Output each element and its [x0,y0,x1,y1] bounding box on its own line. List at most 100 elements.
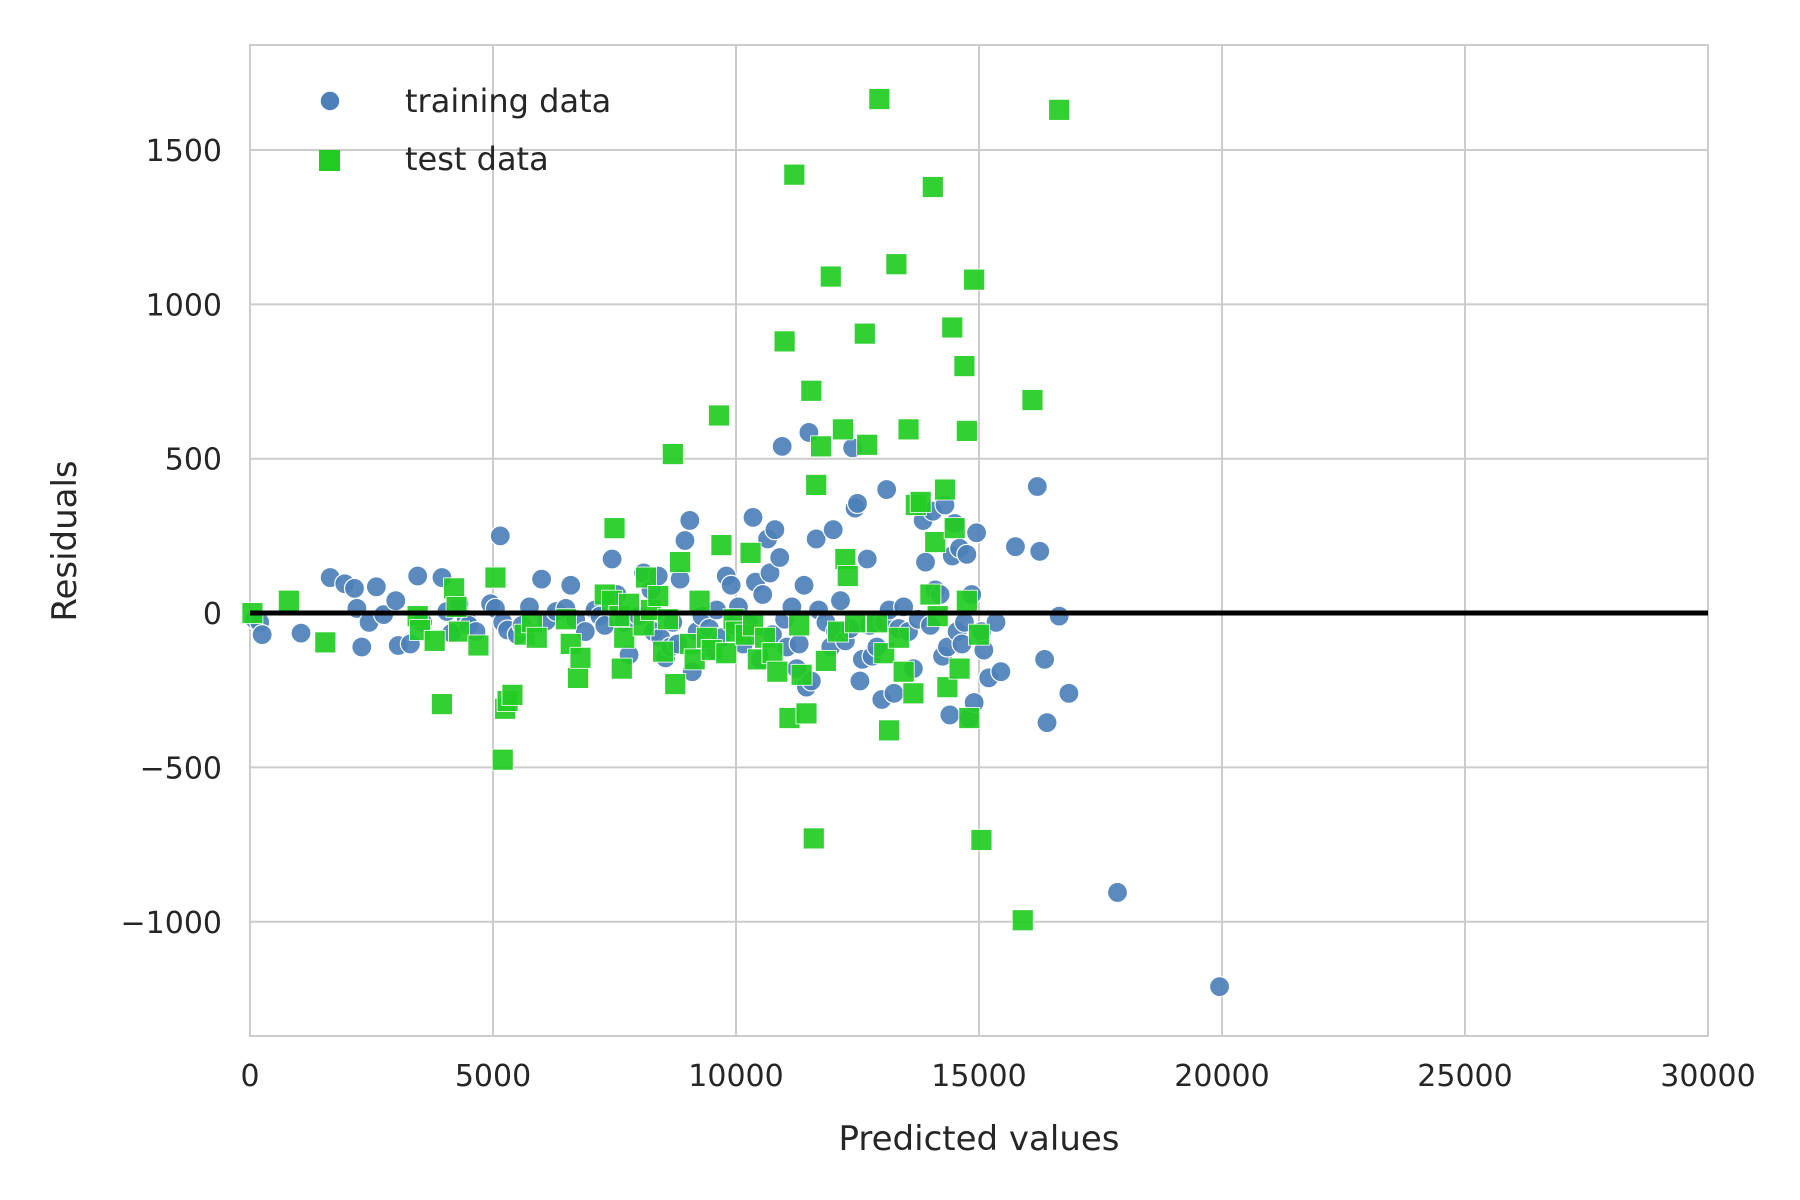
test-point [567,666,589,689]
y-tick-label: −500 [140,751,222,786]
x-tick-label: 30000 [1660,1059,1755,1094]
test-point [739,541,762,564]
training-point [601,548,623,570]
test-point [652,640,674,663]
legend-training-label: training data [405,82,611,120]
test-point [1021,389,1044,411]
training-data-points [244,421,1231,998]
training-point [965,522,988,544]
plot-border [249,44,1709,1037]
test-point [783,163,806,186]
plot-frame [249,44,1709,1037]
test-point [943,517,966,540]
training-point [990,661,1012,683]
test-point [963,268,986,291]
x-tick-label: 10000 [688,1059,783,1094]
test-point [970,829,993,851]
x-tick-labels: 0 5000 10000 15000 20000 25000 30000 [240,1059,1755,1094]
training-point [1004,536,1027,558]
test-point [832,418,854,441]
test-point [443,577,466,600]
test-point [715,642,738,665]
test-point [958,707,981,729]
training-point [385,590,407,612]
legend-item-test: test data [319,140,549,178]
test-point [669,551,692,574]
test-point [941,316,964,339]
y-tick-label: 1000 [146,288,222,323]
test-point [921,176,944,198]
legend-test-marker [319,150,340,171]
training-point [939,704,961,726]
test-point [467,634,490,657]
training-point [351,636,373,658]
test-point [569,646,592,669]
test-point [885,253,908,276]
test-point [610,657,633,680]
test-point [887,626,910,649]
training-point [771,435,793,457]
test-point [795,702,818,725]
test-point [431,693,453,716]
training-point [1034,648,1056,670]
training-point [1036,712,1058,734]
training-point [530,568,553,590]
training-point [883,682,905,704]
y-tick-label: 0 [203,597,222,632]
training-point [1048,605,1070,627]
training-point [251,624,273,646]
training-point [752,583,774,606]
training-point [290,622,312,644]
training-point [720,574,742,596]
x-tick-label: 25000 [1417,1059,1512,1094]
test-point [897,418,920,441]
training-point [1208,976,1231,998]
test-point [955,589,978,612]
training-point [822,519,844,541]
x-tick-label: 5000 [455,1059,531,1094]
training-point [679,509,701,532]
training-point [1026,475,1048,498]
test-point [790,663,813,686]
test-point [892,660,915,683]
test-point [802,827,825,850]
test-point [688,589,711,612]
test-point [934,478,956,501]
test-point [968,623,990,646]
y-tick-label: 1500 [146,134,222,169]
test-point [766,660,789,683]
legend: training data test data [319,82,611,178]
test-point [1048,98,1071,121]
test-point [902,682,925,705]
test-point [277,589,300,612]
training-point [674,529,696,552]
test-point [448,620,470,643]
test-point [836,565,859,587]
test-point [805,474,828,496]
training-point [856,548,878,570]
test-point [501,683,524,706]
training-point [769,546,791,569]
test-point [815,650,837,672]
legend-test-label: test data [405,140,549,178]
training-point [365,576,387,598]
test-point [948,657,971,680]
test-data-points [241,88,1071,932]
test-point [710,534,733,557]
test-point [953,355,976,377]
test-point [868,88,891,110]
x-tick-label: 20000 [1174,1059,1269,1094]
test-point [661,443,684,465]
legend-training-marker [319,90,341,112]
test-point [423,629,446,652]
test-point [788,614,811,637]
test-point [856,433,879,456]
training-point [788,633,810,655]
training-point [829,590,852,612]
training-point [793,574,815,596]
y-tick-labels: −1000 −500 0 500 1000 1500 [121,134,222,941]
training-point [1106,881,1129,904]
test-point [936,676,959,699]
legend-item-training: training data [319,82,611,120]
